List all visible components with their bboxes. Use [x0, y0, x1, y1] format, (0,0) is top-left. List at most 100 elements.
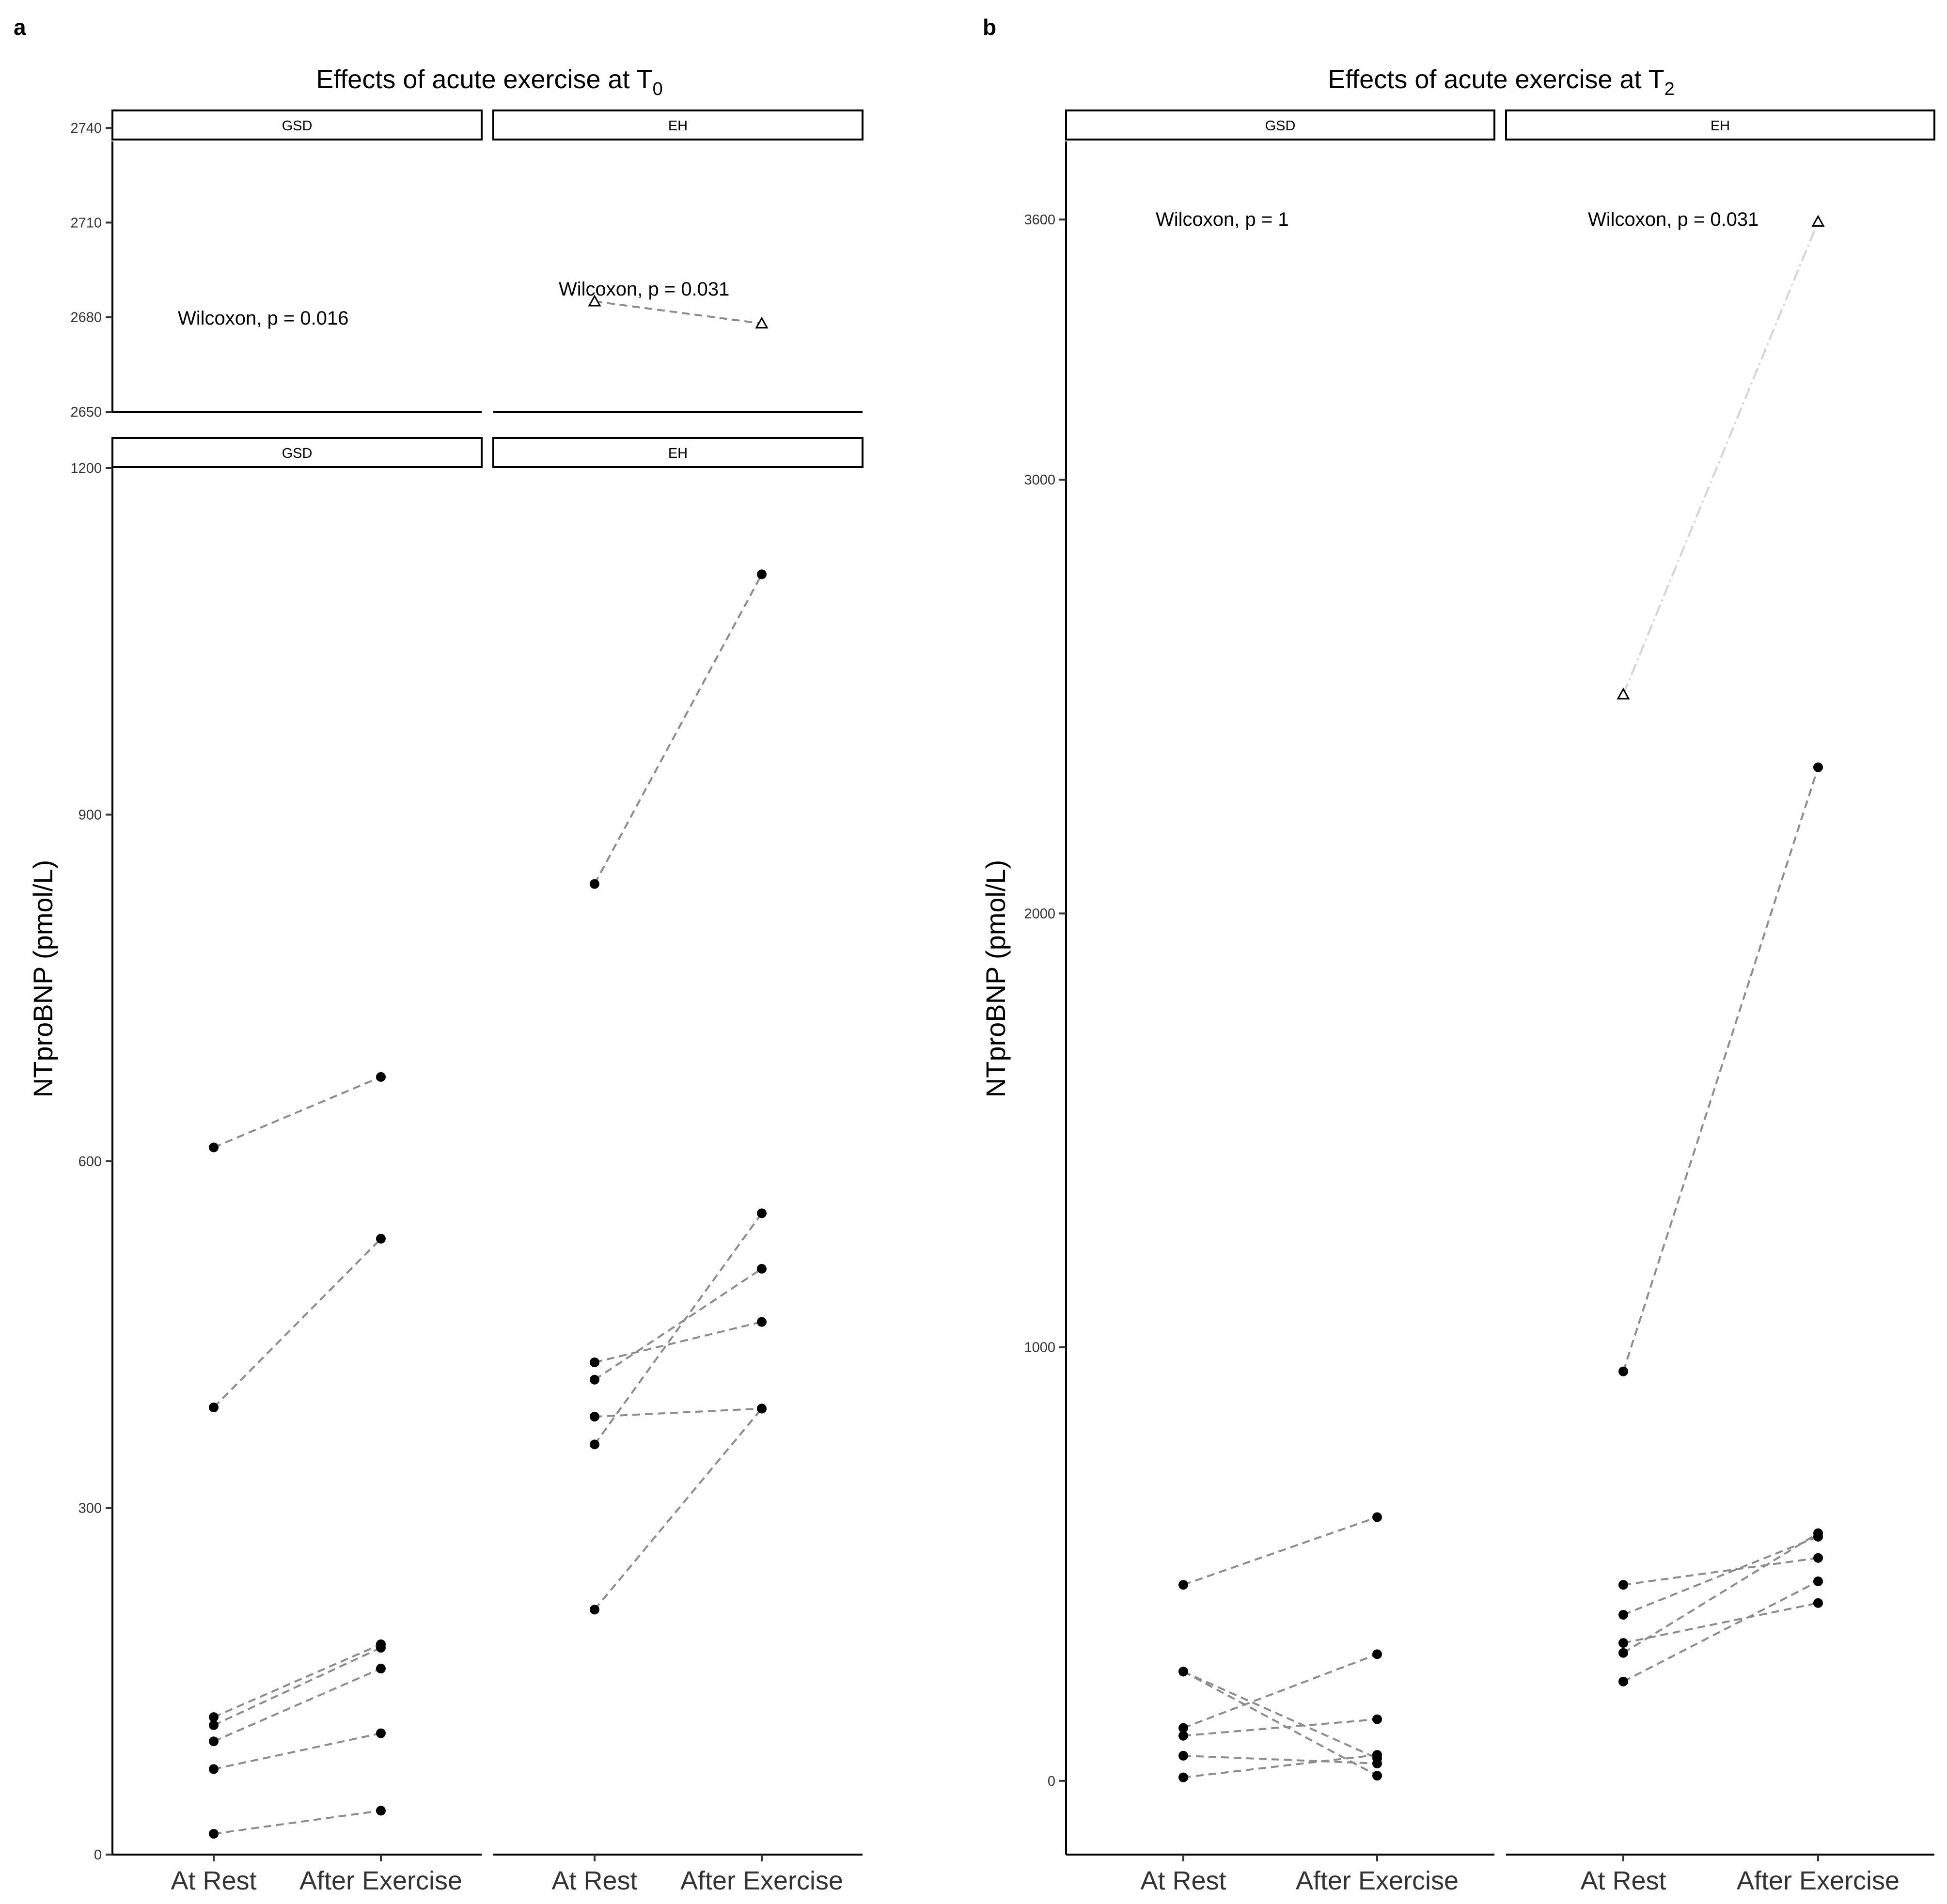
- panel-b-eh-point-rest: [1618, 1609, 1628, 1620]
- panel-b-gsd-x-label-exercise: After Exercise: [1296, 1866, 1459, 1895]
- panel-a-eh-point-exercise: [757, 1264, 767, 1274]
- panel-a-gsd-point-exercise: [376, 1643, 386, 1653]
- panel-b-gsd-pair-line: [1183, 1718, 1378, 1737]
- panel-b-gsd-point-rest: [1178, 1772, 1188, 1782]
- panel-a-gsd-point-exercise: [376, 1728, 386, 1738]
- panel-b-eh-point-exercise: [1811, 215, 1825, 227]
- panel-a-upper-y-ticks: 2650 2680 2710 2740: [70, 121, 112, 420]
- panel-b-eh-pair-line: [1623, 1557, 1819, 1586]
- panel-a-eh-pair-line: [594, 1408, 763, 1610]
- panel-a-gsd-pair-line: [213, 1647, 381, 1726]
- panel-b-title: Effects of acute exercise at T2: [1328, 65, 1675, 99]
- panel-a-lower-y-tick-label: 0: [94, 1847, 102, 1863]
- panel-a-series: [209, 295, 769, 1839]
- panel-a-gsd-point-rest: [209, 1829, 219, 1839]
- panel-b-gsd-pair-line: [1183, 1670, 1378, 1760]
- panel-a-eh-pair-line: [594, 1213, 763, 1445]
- panel-a-upper-strip-gsd-label: GSD: [282, 118, 313, 134]
- panel-b-eh-pair-line: [1623, 1602, 1819, 1644]
- panel-a-gsd-pair-line: [213, 1643, 381, 1718]
- panel-a-letter: a: [14, 15, 26, 40]
- panel-b-eh-pair-line: [1622, 221, 1819, 695]
- panel-b-gsd-point-exercise: [1372, 1714, 1382, 1724]
- panel-a-eh-pair-line: [594, 574, 763, 885]
- panel-b-gsd-point-exercise: [1372, 1771, 1382, 1781]
- panel-a-title: Effects of acute exercise at T0: [316, 65, 663, 99]
- panel-a-gsd-pair-line: [213, 1076, 381, 1149]
- panel-a-lower-y-tick-label: 600: [79, 1154, 102, 1170]
- panel-b-gsd-pair-line: [1183, 1516, 1378, 1586]
- panel-a-eh-point-rest: [590, 1439, 599, 1450]
- panel-a-gsd-point-rest: [209, 1736, 219, 1747]
- panel-b-y-ticks: 0 1000 2000 3000 3600: [1024, 212, 1066, 1789]
- panel-a-y-axis-title: NTproBNP (pmol/L): [28, 860, 58, 1098]
- panel-b-eh-point-exercise: [1813, 1553, 1823, 1563]
- panel-b-eh-point-rest: [1617, 687, 1630, 700]
- panel-a-gsd-pair-line: [213, 1668, 381, 1743]
- panel-b-gsd-annotation: Wilcoxon, p = 1: [1156, 209, 1289, 230]
- panel-b-letter: b: [983, 15, 996, 40]
- panel-a-eh-x-label-exercise: After Exercise: [680, 1866, 843, 1895]
- panel-b-gsd-pair-line: [1183, 1670, 1378, 1777]
- panel-b-gsd-point-exercise: [1372, 1750, 1382, 1760]
- panel-b-eh-pair-line: [1622, 1532, 1819, 1654]
- panel-a-eh-point-exercise: [757, 1208, 767, 1218]
- panel-b-gsd-point-rest: [1178, 1723, 1188, 1733]
- panel-a-upper-strip-gsd: [111, 109, 483, 140]
- panel-b-strip-gsd-label: GSD: [1265, 118, 1296, 134]
- panel-b-gsd-point-rest: [1178, 1750, 1188, 1761]
- panel-a-lower-strip-gsd: [111, 437, 483, 468]
- panel-a-gsd-point-rest: [209, 1720, 219, 1730]
- panel-a-lower-strip-gsd-label: GSD: [282, 446, 313, 461]
- panel-a-lower-y-tick-label: 900: [79, 808, 102, 823]
- panel-a-eh-point-exercise: [757, 1404, 767, 1414]
- panel-a-upper-y-tick-label: 2680: [70, 310, 102, 326]
- panel-b-strip-eh-label: EH: [1711, 118, 1730, 134]
- panel-a-gsd-x-label-rest: At Rest: [171, 1866, 256, 1895]
- panel-b-y-tick-label: 2000: [1024, 906, 1055, 921]
- panel-b-gsd-point-rest: [1178, 1731, 1188, 1741]
- panel-b-eh-pair-line: [1623, 1535, 1819, 1616]
- panel-a: a Effects of acute exercise at T0 NTproB…: [14, 15, 864, 1895]
- panel-b-y-tick-label: 3600: [1024, 212, 1055, 228]
- panel-a-gsd-point-exercise: [376, 1233, 386, 1244]
- panel-b-eh-pair-line: [1622, 767, 1819, 1372]
- panel-b-gsd-point-exercise: [1372, 1649, 1382, 1659]
- panel-a-gsd-point-exercise: [376, 1664, 386, 1674]
- panel-b-eh-point-exercise: [1813, 1528, 1823, 1538]
- panel-a-eh-pair-line: [594, 1321, 762, 1363]
- panel-a-eh-point-rest: [590, 1357, 599, 1367]
- panel-a-upper-strip-eh-label: EH: [668, 118, 688, 134]
- panel-a-gsd-point-rest: [209, 1403, 219, 1413]
- panel-a-eh-point-rest: [588, 295, 601, 307]
- panel-b-gsd-point-exercise: [1372, 1759, 1382, 1769]
- panel-a-upper-y-tick-label: 2740: [70, 121, 102, 136]
- panel-a-lower-y-ticks: 0 300 600 900 1200: [70, 461, 112, 1863]
- panel-b-gsd-pair-line: [1183, 1754, 1378, 1779]
- panel-a-gsd-point-exercise: [376, 1806, 386, 1816]
- panel-b-gsd-point-exercise: [1372, 1512, 1382, 1522]
- panel-a-eh-annotation: Wilcoxon, p = 0.031: [559, 279, 729, 300]
- panel-a-eh-point-rest: [590, 1374, 599, 1385]
- panel-b-eh-x-label-rest: At Rest: [1580, 1866, 1666, 1895]
- panel-b: b Effects of acute exercise at T2 NTproB…: [980, 15, 1935, 1895]
- panel-a-lower-strip-eh-label: EH: [668, 446, 688, 461]
- panel-b-gsd-point-rest: [1178, 1580, 1188, 1590]
- panel-b-strip-eh: [1505, 109, 1935, 140]
- panel-b-y-tick-label: 3000: [1024, 472, 1055, 488]
- panel-b-gsd-x-label-rest: At Rest: [1140, 1866, 1226, 1895]
- panel-a-gsd-annotation: Wilcoxon, p = 0.016: [178, 308, 348, 329]
- panel-a-gsd-point-rest: [209, 1142, 219, 1153]
- panel-a-gsd-x-label-exercise: After Exercise: [299, 1866, 462, 1895]
- panel-a-eh-pair-line: [594, 1268, 763, 1381]
- panel-b-eh-x-label-exercise: After Exercise: [1737, 1866, 1900, 1895]
- panel-b-y-tick-label: 1000: [1024, 1340, 1055, 1356]
- panel-b-gsd-pair-line: [1183, 1653, 1378, 1729]
- panel-b-eh-annotation: Wilcoxon, p = 0.031: [1588, 209, 1759, 230]
- panel-a-eh-x-label-rest: At Rest: [551, 1866, 637, 1895]
- panel-b-eh-point-exercise: [1813, 1576, 1823, 1587]
- panel-b-y-axis-title: NTproBNP (pmol/L): [980, 860, 1011, 1098]
- panel-b-gsd-pair-line: [1183, 1754, 1378, 1765]
- panel-b-eh-point-rest: [1618, 1580, 1628, 1590]
- panel-a-lower-strip-eh: [492, 437, 864, 468]
